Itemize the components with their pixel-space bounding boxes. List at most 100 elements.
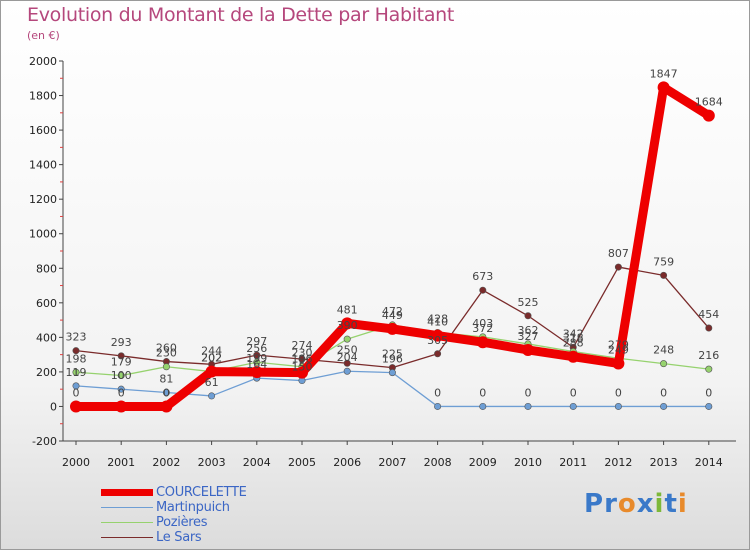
legend-swatch-martinpuich xyxy=(101,507,153,508)
data-label-courcelette: 0 xyxy=(118,386,125,399)
y-tick-label: 400 xyxy=(36,331,57,344)
data-label-martinpuich: 0 xyxy=(570,386,577,399)
data-label-le-sars: 525 xyxy=(518,296,539,309)
data-point-courcelette xyxy=(115,400,128,413)
data-label-pozieres: 230 xyxy=(292,347,313,360)
chart-subtitle: (en €) xyxy=(27,29,60,42)
data-point-le-sars xyxy=(705,324,713,332)
y-tick-label: 600 xyxy=(36,297,57,310)
data-point-martinpuich xyxy=(72,382,80,390)
data-labels-layer: 0 0 0 202 199 196 481 449 410 372 327 288 249 1847 168… xyxy=(66,67,723,399)
data-label-courcelette: 199 xyxy=(246,352,267,365)
data-label-le-sars: 297 xyxy=(246,335,267,348)
logo-letter: t xyxy=(664,489,678,519)
data-point-pozieres xyxy=(117,372,125,380)
legend-label-pozieres: Pozières xyxy=(156,515,208,530)
data-point-martinpuich xyxy=(569,402,577,410)
y-tick-label: 1800 xyxy=(29,90,57,103)
data-point-pozieres xyxy=(253,358,261,366)
data-point-pozieres xyxy=(343,335,351,343)
data-point-courcelette xyxy=(431,329,444,342)
data-label-martinpuich: 0 xyxy=(479,386,486,399)
data-label-le-sars: 759 xyxy=(653,255,674,268)
data-point-martinpuich xyxy=(660,402,668,410)
data-label-courcelette: 249 xyxy=(608,343,629,356)
data-point-le-sars xyxy=(298,355,306,363)
data-label-pozieres: 390 xyxy=(337,319,358,332)
y-tick-label: 800 xyxy=(36,262,57,275)
legend-label-le-sars: Le Sars xyxy=(156,530,202,545)
data-label-le-sars: 225 xyxy=(382,348,403,361)
data-label-pozieres: 230 xyxy=(156,347,177,360)
data-point-courcelette xyxy=(657,81,670,94)
legend-item-courcelette: COURCELETTE xyxy=(101,485,401,500)
x-tick-label: 2000 xyxy=(62,456,90,469)
data-point-martinpuich xyxy=(479,402,487,410)
data-label-courcelette: 1847 xyxy=(650,67,678,80)
y-tick-label: 1200 xyxy=(29,193,57,206)
data-point-le-sars xyxy=(343,359,351,367)
data-label-martinpuich: 0 xyxy=(705,386,712,399)
data-label-pozieres: 403 xyxy=(472,317,493,330)
data-point-martinpuich xyxy=(524,402,532,410)
y-tick-label: 1600 xyxy=(29,124,57,137)
legend-item-pozieres: Pozières xyxy=(101,515,401,530)
x-tick-label: 2007 xyxy=(378,456,406,469)
data-label-pozieres: 279 xyxy=(608,338,629,351)
chart-title: Evolution du Montant de la Dette par Hab… xyxy=(27,4,455,26)
data-point-pozieres xyxy=(660,360,668,368)
data-label-martinpuich: 0 xyxy=(660,386,667,399)
data-label-pozieres: 318 xyxy=(563,332,584,345)
data-label-pozieres: 202 xyxy=(201,352,222,365)
logo-letter: r xyxy=(604,489,618,519)
data-label-martinpuich: 204 xyxy=(337,351,358,364)
x-tick-label: 2010 xyxy=(514,456,542,469)
data-point-martinpuich xyxy=(388,369,396,377)
legend-swatch-courcelette xyxy=(101,489,153,496)
legend-label-martinpuich: Martinpuich xyxy=(156,500,230,515)
x-tick-label: 2006 xyxy=(333,456,361,469)
data-label-martinpuich: 150 xyxy=(292,361,313,374)
data-label-pozieres: 362 xyxy=(518,324,539,337)
data-label-pozieres: 472 xyxy=(382,305,403,318)
data-point-le-sars xyxy=(253,351,261,359)
y-tick-label: -200 xyxy=(32,435,57,448)
data-label-le-sars: 305 xyxy=(427,334,448,347)
data-point-courcelette xyxy=(250,366,263,379)
logo-letter: o xyxy=(617,489,637,519)
data-label-martinpuich: 61 xyxy=(205,376,219,389)
data-point-le-sars xyxy=(660,271,668,279)
data-point-courcelette xyxy=(612,357,625,370)
x-tick-label: 2002 xyxy=(152,456,180,469)
data-label-martinpuich: 0 xyxy=(434,386,441,399)
data-point-courcelette xyxy=(567,350,580,363)
data-point-martinpuich xyxy=(117,385,125,393)
data-point-le-sars xyxy=(614,263,622,271)
data-label-courcelette: 196 xyxy=(292,353,313,366)
data-label-courcelette: 327 xyxy=(518,330,539,343)
data-point-courcelette xyxy=(160,400,173,413)
data-point-courcelette xyxy=(70,400,82,413)
data-point-martinpuich xyxy=(343,367,351,375)
data-point-courcelette xyxy=(476,336,489,349)
data-point-courcelette xyxy=(205,365,218,378)
data-point-courcelette xyxy=(386,322,399,335)
data-label-le-sars: 673 xyxy=(472,270,493,283)
data-label-le-sars: 454 xyxy=(698,308,719,321)
data-point-pozieres xyxy=(705,365,713,373)
logo-letter: P xyxy=(584,489,605,519)
data-label-courcelette: 0 xyxy=(163,386,170,399)
data-point-le-sars xyxy=(524,312,532,320)
data-label-courcelette: 0 xyxy=(73,386,80,399)
data-point-pozieres xyxy=(72,368,80,376)
legend-swatch-le-sars xyxy=(101,537,153,538)
data-label-martinpuich: 100 xyxy=(111,369,132,382)
data-point-le-sars xyxy=(479,286,487,294)
data-point-le-sars xyxy=(117,352,125,360)
data-label-courcelette: 410 xyxy=(427,316,448,329)
series-layer xyxy=(70,81,715,413)
data-label-le-sars: 342 xyxy=(563,327,584,340)
x-tick-label: 2005 xyxy=(288,456,316,469)
